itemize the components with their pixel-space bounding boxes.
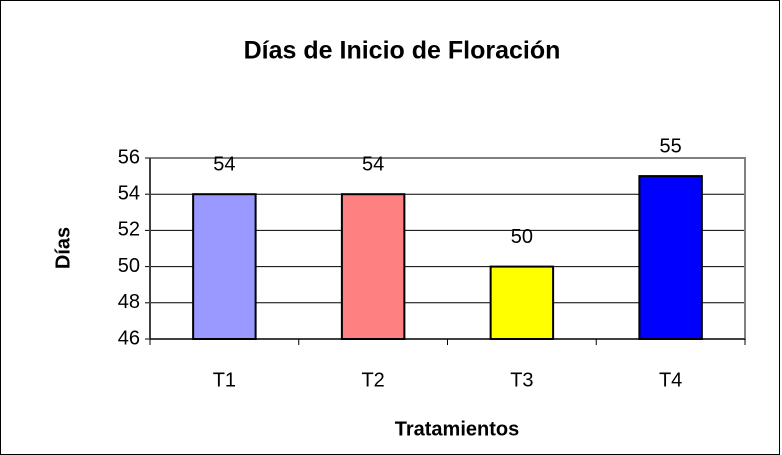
y-tick-label: 48 [118, 291, 140, 313]
data-label: 50 [511, 226, 533, 248]
y-tick-label: 46 [118, 327, 140, 349]
bar [489, 265, 555, 341]
y-tick-label: 56 [118, 146, 140, 168]
data-label: 54 [213, 153, 235, 175]
chart-title: Días de Inicio de Floración [244, 37, 561, 65]
y-tick-label: 52 [118, 219, 140, 241]
y-tick-label: 50 [118, 255, 140, 277]
y-tick-label: 54 [118, 182, 140, 204]
x-tick-label: T2 [361, 369, 384, 391]
bar [340, 193, 406, 340]
y-axis-label: Días [52, 227, 74, 269]
x-tick-label: T3 [510, 369, 533, 391]
bar [638, 175, 703, 340]
data-label: 55 [660, 135, 682, 157]
x-axis-label: Tratamientos [395, 418, 519, 440]
x-tick-label: T4 [659, 369, 682, 391]
x-tick-label: T1 [213, 369, 236, 391]
bar [192, 193, 257, 340]
data-label: 54 [362, 153, 384, 175]
